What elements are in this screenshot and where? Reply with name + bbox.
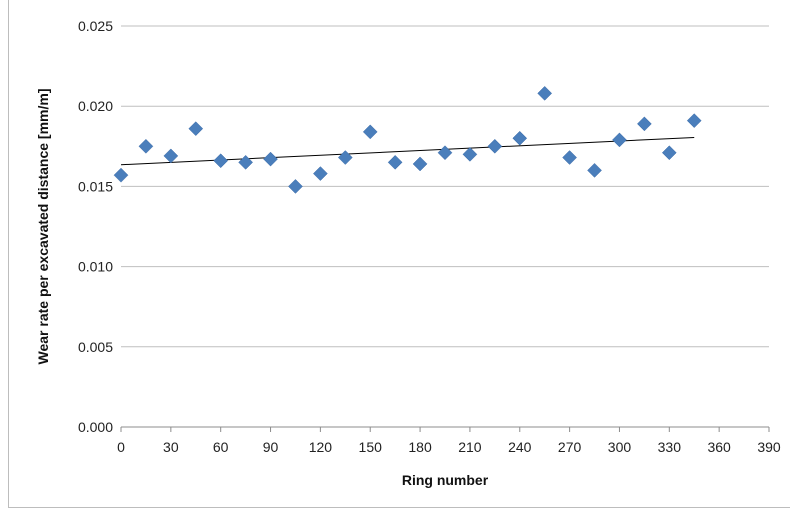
data-point [412,156,428,172]
data-point [587,163,602,178]
x-tick-label: 120 [309,439,333,455]
chart-frame [8,0,790,508]
x-tick-label: 180 [408,439,432,455]
x-tick-label: 240 [508,439,532,455]
x-tick-marks [120,427,770,432]
data-point [337,150,353,165]
data-point [138,138,154,154]
data-point [537,86,553,101]
gridlines [121,25,769,348]
data-point [263,151,278,167]
data-point [562,150,577,165]
trendline [120,136,695,166]
y-axis-title: Wear rate per excavated distance [mm/m] [35,89,51,365]
data-point [188,121,204,137]
x-tick-label: 390 [757,439,781,455]
data-point [661,145,677,161]
x-tick-label: 30 [163,439,179,455]
data-point [387,154,403,170]
y-tick-label: 0.010 [78,259,113,275]
data-point [163,148,179,164]
x-tick-label: 60 [213,439,229,455]
x-tick-label: 0 [117,439,125,455]
data-point [487,138,503,154]
x-tick-label: 330 [658,439,682,455]
x-axis-title: Ring number [402,472,489,488]
data-point [238,154,253,170]
x-tick-label: 360 [707,439,731,455]
x-tick-label: 90 [263,439,279,455]
x-tick-label: 210 [458,439,482,455]
data-point [686,113,702,128]
data-point [313,166,328,181]
y-tick-label: 0.020 [78,98,113,114]
x-tick-labels: 0 30 60 90 120 150 180 210 240 270 300 330 360 390 [117,439,781,455]
data-point [437,145,453,161]
x-tick-label: 270 [558,439,582,455]
y-tick-label: 0.005 [78,339,113,355]
data-point [213,153,229,169]
data-point [612,132,627,148]
y-tick-label: 0.000 [78,419,113,435]
y-tick-label: 0.015 [78,178,113,194]
data-point [362,124,378,140]
data-point [512,130,528,146]
data-point [637,116,652,132]
data-point [113,167,129,183]
data-points [113,86,702,194]
y-tick-label: 0.025 [78,18,113,34]
x-tick-label: 300 [608,439,632,455]
x-tick-label: 150 [359,439,383,455]
data-point [288,179,303,194]
y-tick-labels: 0.000 0.005 0.010 0.015 0.020 0.025 [78,18,113,435]
data-point [462,146,478,162]
